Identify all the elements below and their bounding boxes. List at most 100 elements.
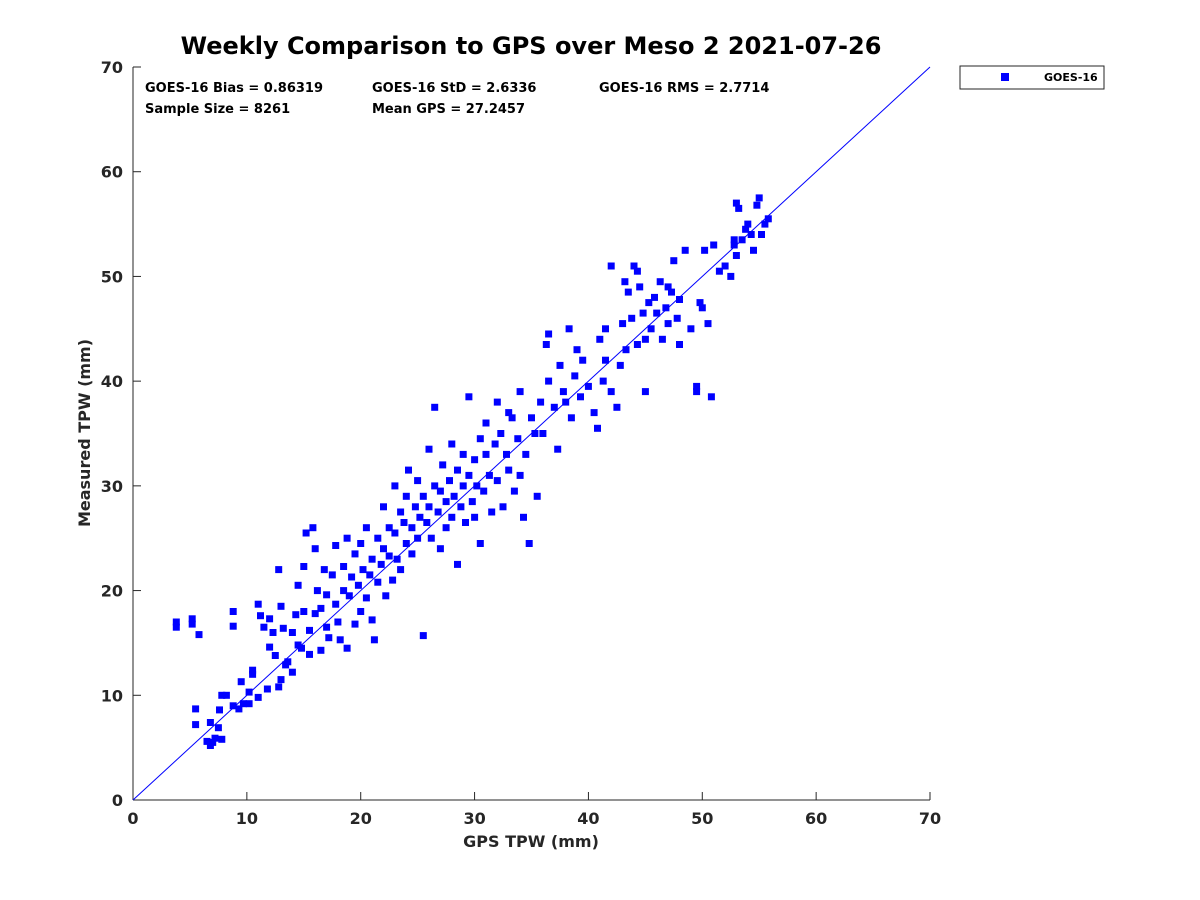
data-point bbox=[195, 631, 203, 639]
data-point bbox=[704, 320, 712, 328]
data-point bbox=[414, 477, 422, 485]
data-point bbox=[400, 519, 408, 526]
x-tick-label: 70 bbox=[919, 809, 941, 828]
data-point bbox=[408, 524, 416, 532]
data-point bbox=[701, 246, 709, 254]
data-point bbox=[670, 257, 678, 265]
data-point bbox=[370, 636, 378, 644]
data-point bbox=[391, 529, 399, 537]
data-point bbox=[607, 262, 615, 270]
data-point bbox=[436, 487, 444, 495]
data-point bbox=[658, 335, 666, 343]
data-point bbox=[607, 388, 615, 396]
data-point bbox=[254, 693, 262, 701]
data-point bbox=[653, 309, 661, 317]
data-point bbox=[229, 608, 237, 615]
data-point bbox=[596, 335, 604, 343]
x-ticks: 0 10 20 30 40 50 60 70 bbox=[127, 792, 941, 828]
data-point bbox=[397, 508, 405, 516]
data-point bbox=[431, 482, 439, 490]
data-point bbox=[397, 566, 405, 574]
data-point bbox=[468, 498, 476, 506]
data-point bbox=[368, 616, 376, 624]
data-point bbox=[317, 604, 325, 612]
legend-marker-goes16 bbox=[1001, 73, 1009, 81]
data-point bbox=[545, 377, 553, 385]
data-point bbox=[681, 246, 689, 254]
data-point bbox=[263, 685, 271, 693]
data-point bbox=[229, 702, 237, 710]
data-point bbox=[565, 325, 573, 333]
data-point bbox=[758, 231, 765, 238]
data-point bbox=[271, 652, 279, 659]
data-point bbox=[260, 623, 268, 631]
data-point bbox=[577, 393, 584, 401]
data-point bbox=[676, 296, 683, 303]
data-point bbox=[599, 377, 607, 385]
data-point bbox=[482, 419, 490, 427]
data-point bbox=[172, 623, 180, 631]
data-point bbox=[622, 346, 630, 354]
data-point bbox=[320, 566, 328, 574]
data-point bbox=[556, 361, 564, 369]
data-point bbox=[476, 540, 484, 547]
data-point bbox=[192, 721, 200, 729]
data-point bbox=[343, 534, 351, 542]
data-point bbox=[389, 576, 397, 584]
data-point bbox=[448, 513, 456, 521]
data-point bbox=[465, 393, 473, 401]
data-point bbox=[531, 430, 539, 437]
data-point bbox=[357, 540, 365, 547]
data-point bbox=[624, 288, 632, 296]
data-point bbox=[425, 445, 433, 453]
data-point bbox=[300, 563, 308, 570]
data-point bbox=[298, 644, 305, 652]
data-point bbox=[664, 283, 672, 291]
data-point bbox=[673, 314, 681, 322]
data-point bbox=[602, 325, 609, 333]
data-point bbox=[647, 325, 655, 333]
data-point bbox=[462, 519, 469, 526]
data-point bbox=[436, 545, 444, 553]
data-point bbox=[664, 320, 672, 328]
data-point bbox=[613, 403, 621, 411]
data-point bbox=[755, 194, 763, 202]
data-point bbox=[522, 450, 530, 458]
data-point bbox=[239, 700, 247, 708]
data-point bbox=[559, 388, 567, 396]
data-point bbox=[562, 398, 570, 406]
data-point bbox=[619, 320, 627, 328]
data-point bbox=[362, 524, 370, 532]
data-point bbox=[245, 700, 253, 708]
data-point bbox=[738, 236, 746, 244]
data-point bbox=[323, 591, 331, 599]
data-point bbox=[621, 278, 629, 286]
data-point bbox=[343, 644, 351, 652]
data-point bbox=[505, 466, 513, 474]
data-point bbox=[499, 503, 507, 511]
data-point bbox=[325, 634, 333, 642]
data-point bbox=[761, 220, 769, 228]
data-point bbox=[206, 719, 214, 726]
y-tick-label: 40 bbox=[101, 372, 123, 391]
data-point bbox=[721, 262, 729, 270]
data-point bbox=[237, 678, 245, 686]
data-point bbox=[550, 403, 558, 411]
x-axis-label: GPS TPW (mm) bbox=[463, 832, 599, 851]
data-point bbox=[687, 325, 695, 333]
data-point bbox=[269, 629, 277, 636]
y-tick-label: 60 bbox=[101, 163, 123, 182]
data-point bbox=[277, 676, 285, 684]
data-point bbox=[411, 503, 419, 511]
data-point bbox=[633, 341, 641, 348]
data-point bbox=[218, 735, 226, 743]
y-tick-label: 10 bbox=[101, 686, 123, 705]
data-point bbox=[602, 356, 609, 364]
data-point bbox=[696, 299, 704, 307]
data-point bbox=[636, 283, 644, 291]
data-point bbox=[503, 450, 510, 458]
data-point bbox=[275, 566, 283, 574]
data-point bbox=[311, 545, 319, 553]
data-point bbox=[628, 314, 636, 322]
